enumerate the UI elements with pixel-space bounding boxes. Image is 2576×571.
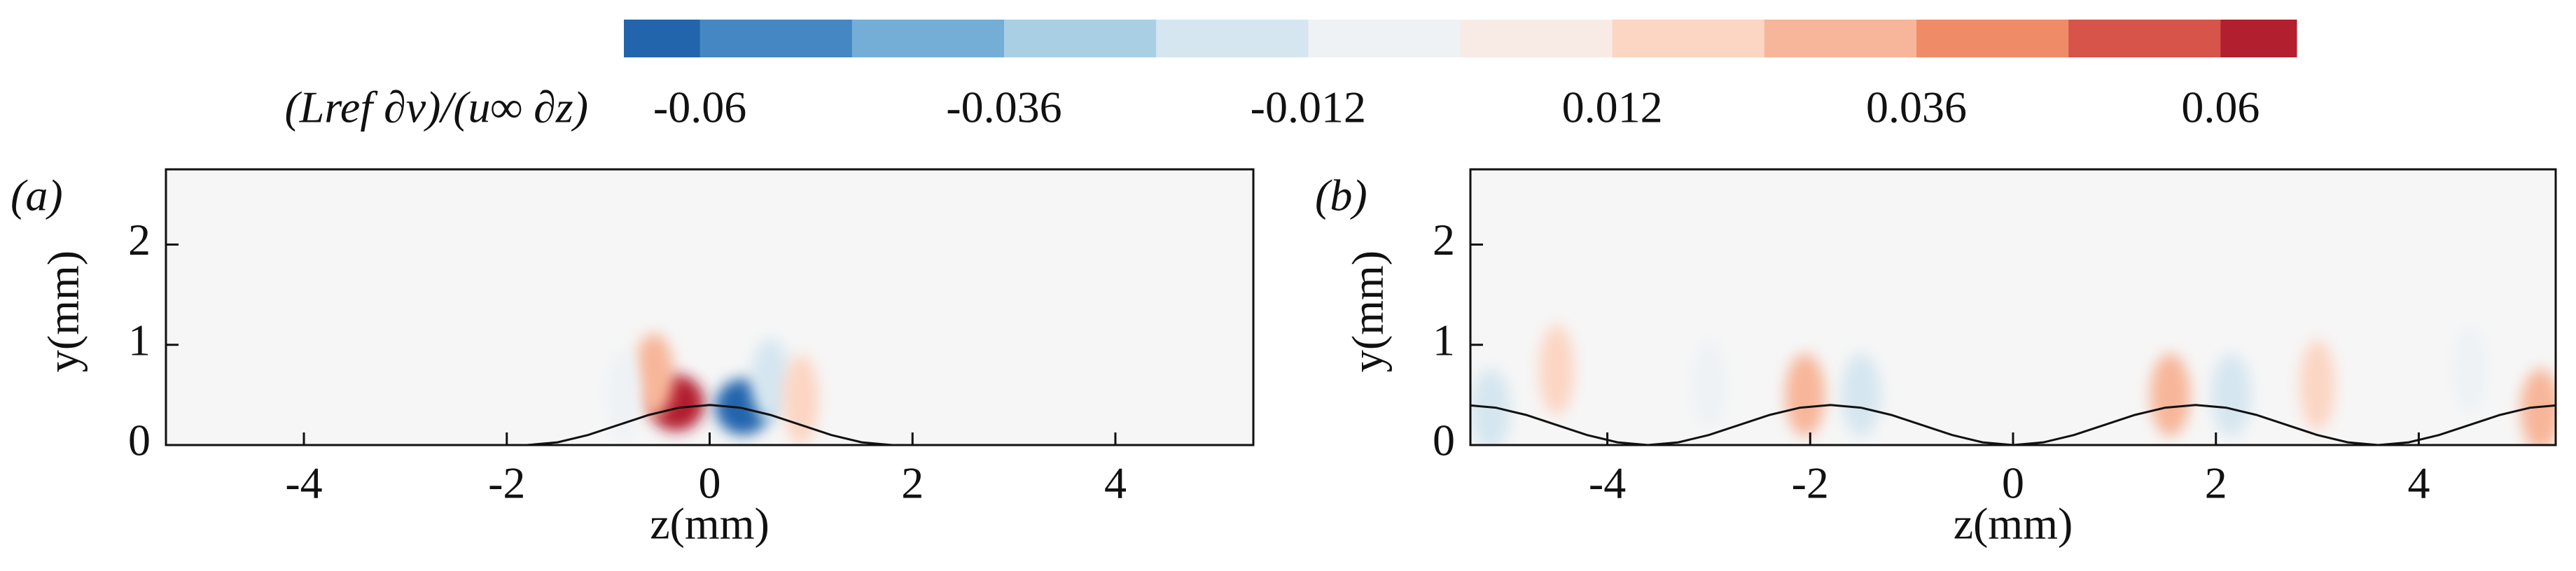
colorbar-segment xyxy=(1156,20,1309,57)
colorbar-tick-label: -0.06 xyxy=(653,83,746,132)
field-feature xyxy=(2150,353,2191,437)
field-feature xyxy=(1785,353,1825,437)
colorbar-tick-label: 0.06 xyxy=(2181,83,2260,132)
x-tick-label: -4 xyxy=(1589,458,1626,508)
field-feature xyxy=(1538,325,1575,416)
field-feature xyxy=(2520,368,2556,445)
plot-area xyxy=(166,169,1253,445)
y-tick-label: 0 xyxy=(1433,416,1455,465)
colorbar-segment xyxy=(2068,20,2221,57)
plot-area xyxy=(1470,169,2556,445)
x-axis-title: z(mm) xyxy=(1954,499,2073,549)
field-feature xyxy=(606,349,641,440)
x-tick-label: 2 xyxy=(2205,458,2227,508)
x-axis-title: z(mm) xyxy=(650,499,770,549)
x-tick-label: 0 xyxy=(2002,458,2024,508)
y-tick-label: 2 xyxy=(128,215,151,265)
field-feature xyxy=(750,338,791,421)
field-feature xyxy=(634,333,674,416)
field-feature xyxy=(2211,353,2251,437)
colorbar-tick-label: -0.012 xyxy=(1251,83,1366,132)
wall-profile xyxy=(166,404,1253,445)
y-tick-label: 1 xyxy=(1433,315,1455,365)
field-feature xyxy=(1691,339,1727,430)
field-feature xyxy=(1841,353,1881,437)
x-tick-label: 4 xyxy=(2407,458,2430,508)
colorbar-segment xyxy=(1612,20,1765,57)
x-tick-label: 0 xyxy=(699,458,721,508)
field-feature xyxy=(2451,325,2488,416)
field xyxy=(1470,325,2556,445)
field xyxy=(166,333,1253,445)
x-tick-label: 2 xyxy=(901,458,924,508)
colorbar-segment xyxy=(851,20,1005,57)
colorbar-segment xyxy=(699,20,853,57)
colorbar-tick-label: 0.036 xyxy=(1866,83,1967,132)
colorbar-segment xyxy=(2220,20,2297,57)
field-feature xyxy=(2299,339,2335,430)
colorbar-segment xyxy=(624,20,701,57)
colorbar-segment xyxy=(1460,20,1613,57)
y-tick-label: 1 xyxy=(128,315,151,365)
panel-label: (b) xyxy=(1315,171,1367,220)
x-tick-label: -4 xyxy=(285,458,322,508)
colorbar-segment xyxy=(1916,20,2069,57)
y-axis-title: y(mm) xyxy=(1343,251,1393,372)
panel-label: (a) xyxy=(11,171,63,220)
y-tick-label: 2 xyxy=(1433,215,1455,265)
colorbar-tick-label: 0.012 xyxy=(1562,83,1663,132)
colorbar-segment xyxy=(1308,20,1461,57)
x-tick-label: -2 xyxy=(1792,458,1829,508)
colorbar-label: (Lref ∂v)/(u∞ ∂z) xyxy=(284,83,588,132)
x-tick-label: 4 xyxy=(1104,458,1127,508)
colorbar-segment xyxy=(1003,20,1157,57)
y-axis-title: y(mm) xyxy=(39,251,88,372)
field-feature xyxy=(783,355,819,445)
y-tick-label: 0 xyxy=(128,416,151,465)
colorbar-segment xyxy=(1764,20,1917,57)
colorbar-tick-label: -0.036 xyxy=(946,83,1061,132)
x-tick-label: -2 xyxy=(488,458,525,508)
